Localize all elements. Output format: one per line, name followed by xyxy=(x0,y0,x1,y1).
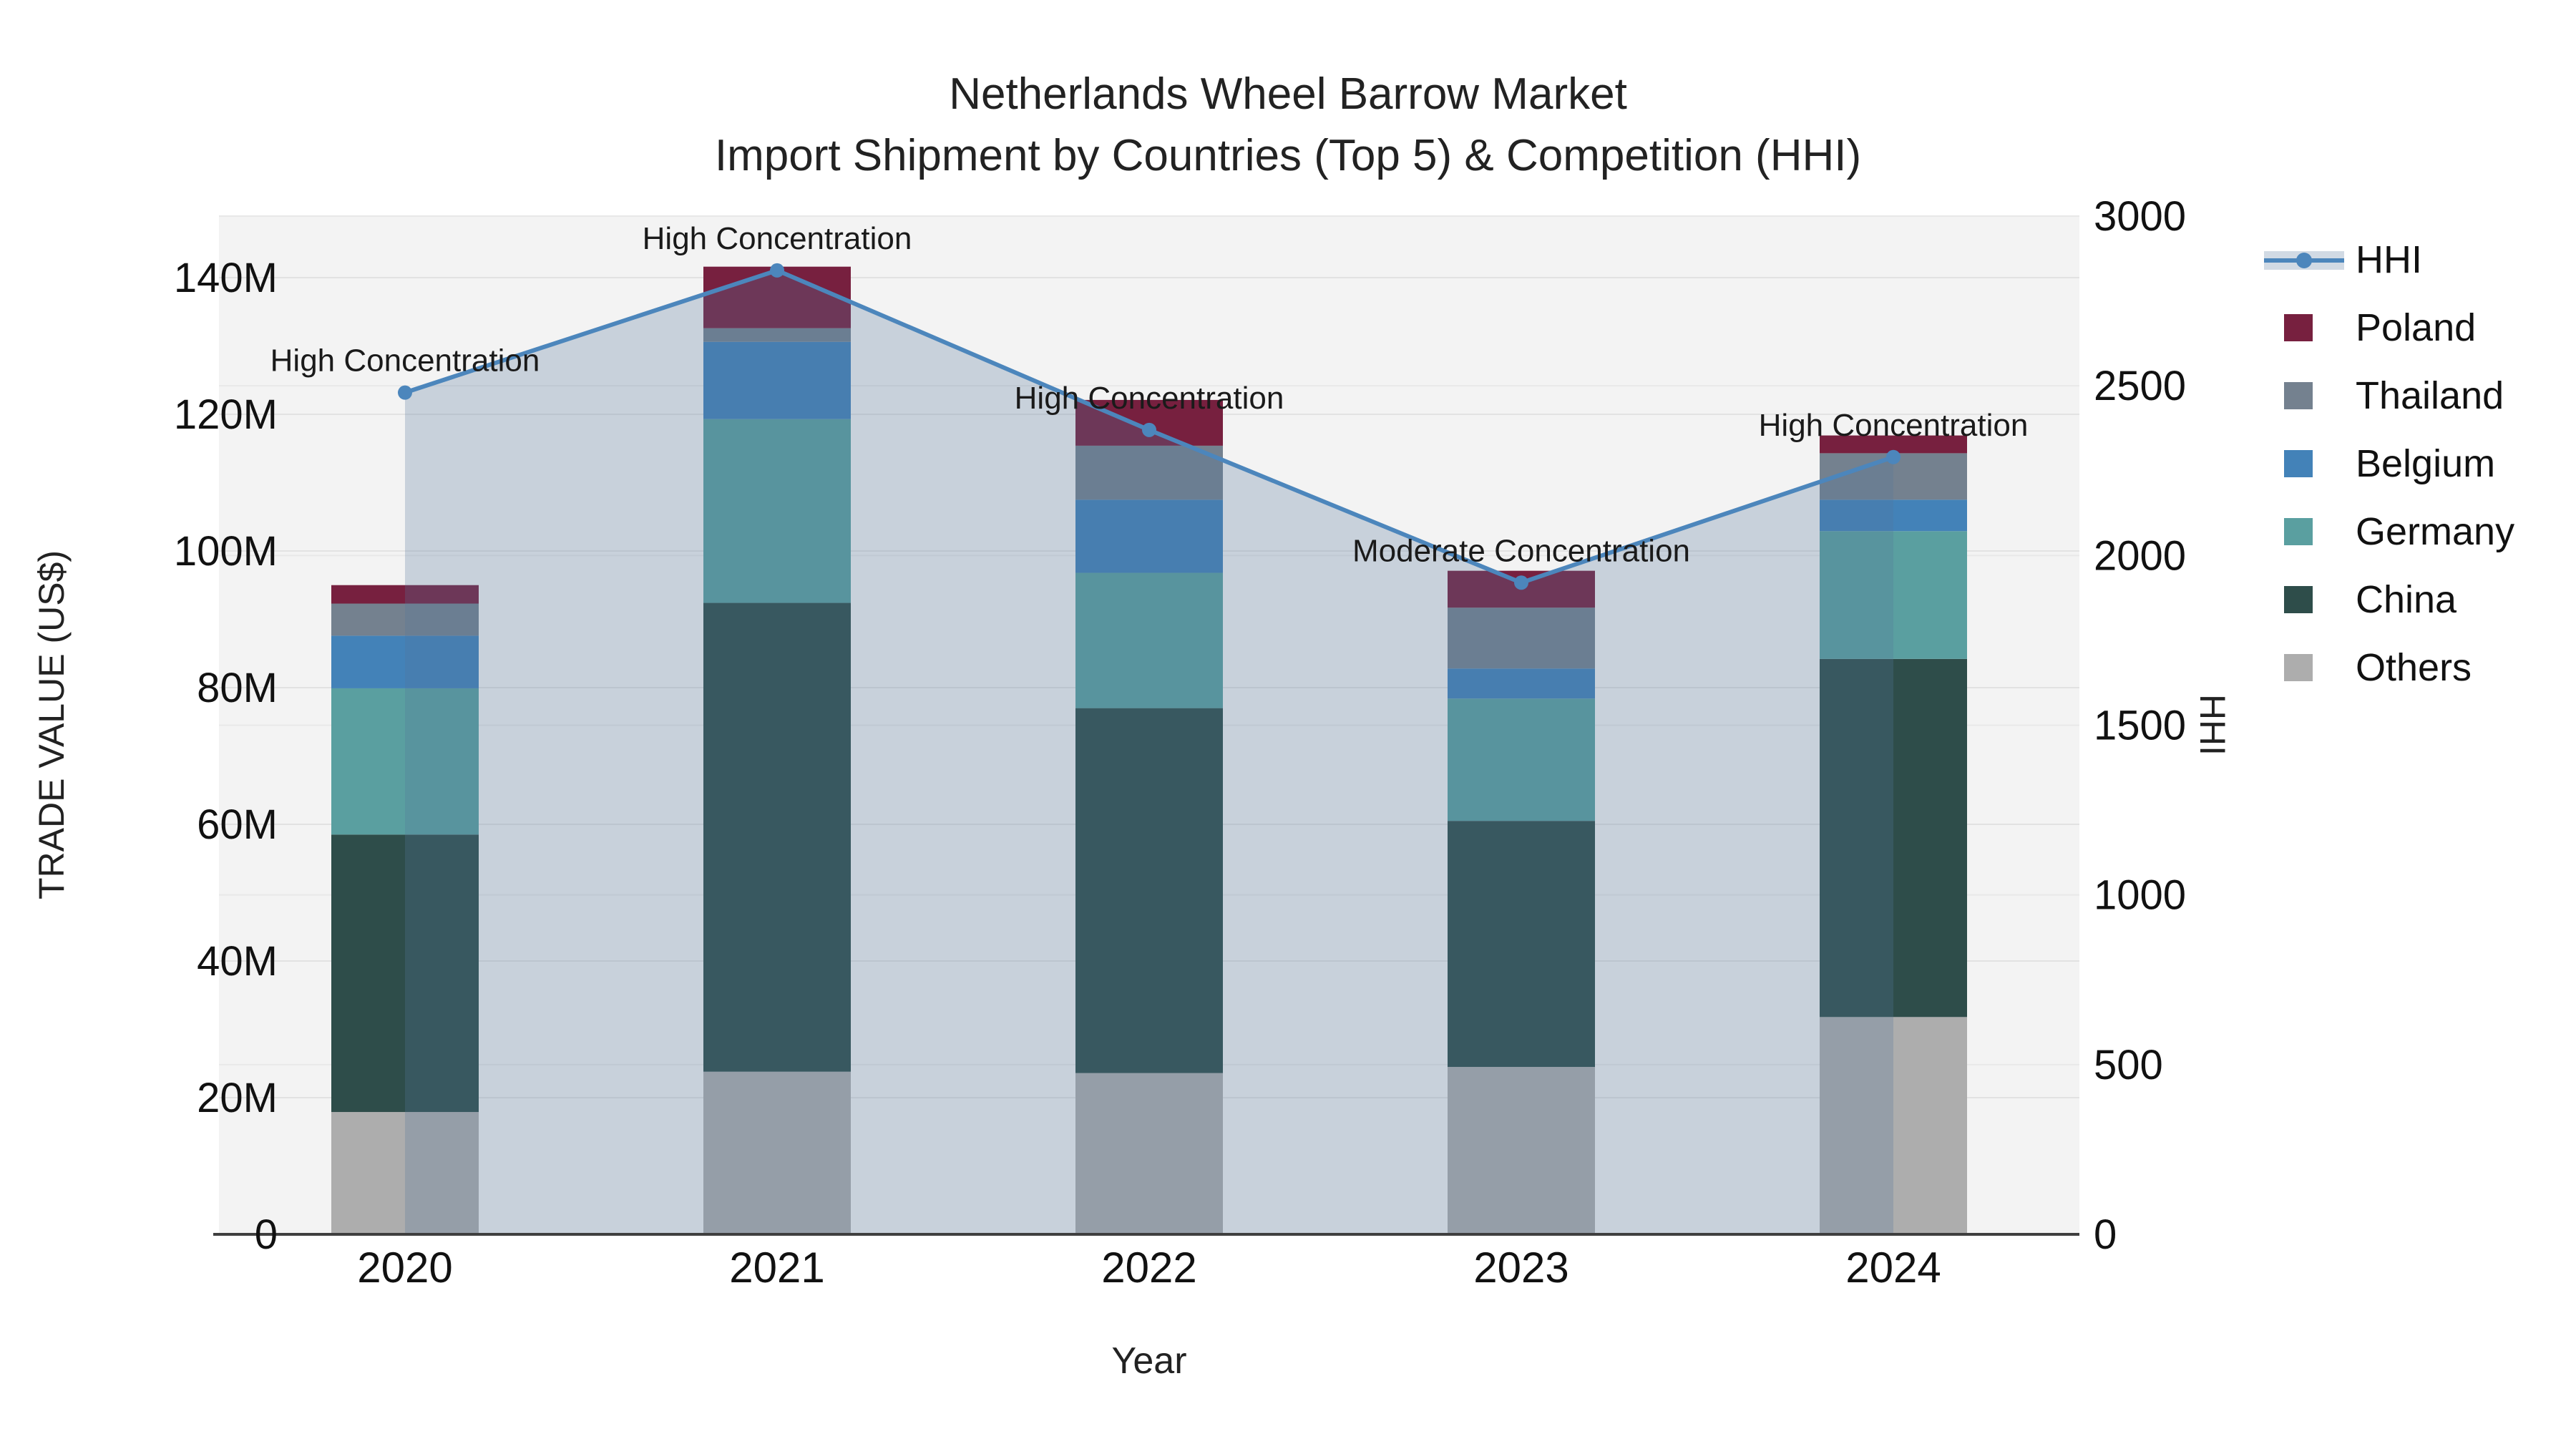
y-left-tick-label: 0 xyxy=(255,1211,278,1258)
y-left-tick-label: 20M xyxy=(197,1075,278,1121)
legend-label: Germany xyxy=(2356,509,2515,553)
legend-item-hhi[interactable]: HHI xyxy=(2264,225,2514,293)
chart-title-line1: Netherlands Wheel Barrow Market xyxy=(949,69,1627,119)
y-left-tick-label: 80M xyxy=(197,665,278,711)
legend-item-others[interactable]: Others xyxy=(2264,633,2514,701)
legend-swatch-belgium xyxy=(2264,448,2348,479)
color-swatch-icon xyxy=(2284,517,2313,545)
legend-label: Poland xyxy=(2356,306,2477,349)
bar-segment-belgium-2020[interactable] xyxy=(331,635,479,688)
legend-label: China xyxy=(2356,577,2457,621)
chart-title-line2: Import Shipment by Countries (Top 5) & C… xyxy=(714,131,1862,180)
legend-swatch-germany xyxy=(2264,516,2348,547)
hhi-marker-2021[interactable] xyxy=(770,263,784,278)
bar-segment-others-2023[interactable] xyxy=(1448,1067,1595,1234)
hhi-marker-2024[interactable] xyxy=(1886,449,1901,464)
bar-segment-china-2020[interactable] xyxy=(331,834,479,1113)
y-left-tick-label: 60M xyxy=(197,801,278,848)
legend-label: Belgium xyxy=(2356,441,2496,485)
annotation-2024: High Concentration xyxy=(1759,408,2029,443)
legend-label: Thailand xyxy=(2356,374,2504,417)
legend-item-germany[interactable]: Germany xyxy=(2264,497,2514,565)
y-right-tick-label: 500 xyxy=(2094,1042,2163,1088)
bar-segment-others-2020[interactable] xyxy=(331,1112,479,1234)
color-swatch-icon xyxy=(2284,449,2313,477)
bar-segment-thailand-2023[interactable] xyxy=(1448,608,1595,669)
color-swatch-icon xyxy=(2284,653,2313,681)
bar-segment-thailand-2022[interactable] xyxy=(1075,445,1223,500)
bar-segment-others-2021[interactable] xyxy=(703,1071,851,1234)
y-right-axis-title: HHI xyxy=(2192,693,2233,756)
bar-segment-china-2021[interactable] xyxy=(703,602,851,1072)
x-tick-label-2024: 2024 xyxy=(1845,1244,1941,1292)
bar-segment-belgium-2023[interactable] xyxy=(1448,668,1595,699)
bar-segment-others-2024[interactable] xyxy=(1820,1017,1967,1234)
color-swatch-icon xyxy=(2284,585,2313,613)
annotation-2021: High Concentration xyxy=(643,221,912,256)
bar-segment-thailand-2021[interactable] xyxy=(703,328,851,342)
x-tick-label-2022: 2022 xyxy=(1101,1244,1196,1292)
bar-segment-belgium-2022[interactable] xyxy=(1075,499,1223,573)
bar-segment-germany-2024[interactable] xyxy=(1820,531,1967,659)
bar-segment-china-2024[interactable] xyxy=(1820,658,1967,1018)
x-tick-label-2023: 2023 xyxy=(1473,1244,1568,1292)
legend-swatch-china xyxy=(2264,584,2348,615)
y-left-tick-label: 40M xyxy=(197,938,278,985)
hhi-marker-2023[interactable] xyxy=(1514,575,1528,590)
legend-swatch-thailand xyxy=(2264,380,2348,411)
y-left-axis-title: TRADE VALUE (US$) xyxy=(31,550,72,900)
color-swatch-icon xyxy=(2284,381,2313,409)
x-tick-label-2020: 2020 xyxy=(357,1244,452,1292)
hhi-marker-2020[interactable] xyxy=(398,385,412,400)
hhi-marker-2022[interactable] xyxy=(1142,422,1156,437)
color-swatch-icon xyxy=(2284,313,2313,341)
legend-swatch-poland xyxy=(2264,312,2348,343)
hhi-marker-dot-icon xyxy=(2296,252,2312,268)
y-right-tick-label: 0 xyxy=(2094,1211,2117,1258)
annotation-2020: High Concentration xyxy=(270,343,540,379)
legend-item-belgium[interactable]: Belgium xyxy=(2264,429,2514,497)
bar-segment-china-2022[interactable] xyxy=(1075,708,1223,1073)
legend-label: Others xyxy=(2356,645,2472,689)
y-right-tick-label: 2000 xyxy=(2094,532,2186,579)
hhi-area-fill xyxy=(405,270,1893,1235)
legend-item-thailand[interactable]: Thailand xyxy=(2264,361,2514,429)
bar-segment-germany-2020[interactable] xyxy=(331,688,479,835)
y-right-tick-label: 3000 xyxy=(2094,193,2186,240)
x-tick-label-2021: 2021 xyxy=(729,1244,824,1292)
bar-segment-germany-2022[interactable] xyxy=(1075,572,1223,708)
y-left-tick-label: 100M xyxy=(174,528,278,575)
legend-swatch-others xyxy=(2264,652,2348,683)
x-axis-title: Year xyxy=(1111,1340,1187,1382)
y-right-tick-label: 2500 xyxy=(2094,363,2186,409)
y-left-tick-label: 140M xyxy=(174,255,278,301)
bar-segment-others-2022[interactable] xyxy=(1075,1073,1223,1234)
bar-segment-germany-2023[interactable] xyxy=(1448,698,1595,821)
legend-item-poland[interactable]: Poland xyxy=(2264,293,2514,361)
bar-segment-thailand-2020[interactable] xyxy=(331,603,479,636)
bar-segment-belgium-2024[interactable] xyxy=(1820,499,1967,532)
hhi-line-icon xyxy=(2264,244,2348,275)
legend: HHI Poland Thailand Belgium Germany China Othe… xyxy=(2264,225,2514,701)
annotation-2023: Moderate Concentration xyxy=(1352,533,1690,568)
y-left-tick-label: 120M xyxy=(174,391,278,438)
annotation-2022: High Concentration xyxy=(1015,381,1284,416)
bar-segment-germany-2021[interactable] xyxy=(703,419,851,603)
bar-segment-china-2023[interactable] xyxy=(1448,821,1595,1068)
bar-segment-belgium-2021[interactable] xyxy=(703,341,851,419)
y-right-tick-label: 1000 xyxy=(2094,872,2186,919)
legend-label: HHI xyxy=(2356,238,2422,281)
legend-item-china[interactable]: China xyxy=(2264,565,2514,633)
bar-segment-poland-2020[interactable] xyxy=(331,585,479,604)
y-right-tick-label: 1500 xyxy=(2094,703,2186,749)
